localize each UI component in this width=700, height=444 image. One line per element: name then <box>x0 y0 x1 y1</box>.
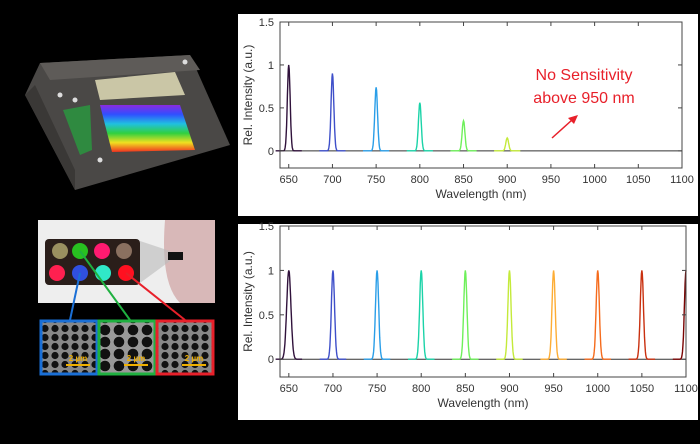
x-tick-label: 850 <box>454 174 472 186</box>
x-tick-label: 700 <box>324 383 342 395</box>
series-line-1100 <box>672 270 687 360</box>
sem-images: 2 µm 2 µm 2 µm <box>39 319 215 376</box>
annotation-line1: No Sensitivity <box>536 67 633 84</box>
x-tick-label: 750 <box>368 383 386 395</box>
arrow-head-icon <box>568 115 578 124</box>
x-tick-label: 650 <box>280 383 298 395</box>
x-tick-label: 800 <box>411 174 429 186</box>
x-tick-label: 950 <box>544 383 562 395</box>
annotation-line2: above 950 nm <box>533 90 634 107</box>
x-tick-label: 650 <box>280 174 298 186</box>
x-tick-label: 800 <box>412 383 430 395</box>
y-tick-label: 1.5 <box>259 221 274 233</box>
plot-frame <box>279 21 683 169</box>
series-line-850 <box>450 118 477 152</box>
series-line-800 <box>408 270 435 360</box>
x-tick-label: 1050 <box>630 383 654 395</box>
y-tick-label: 0 <box>268 354 274 366</box>
scale-bar-label: 2 µm <box>69 354 87 363</box>
x-tick-label: 750 <box>367 174 385 186</box>
series-line-700 <box>319 73 346 152</box>
chart-bottom: 650 700 750 800 850 900 950 1000 1050 1100 0 0.5 1 1.… <box>238 221 698 420</box>
spectrometer-device-image <box>25 55 230 190</box>
series-line-750 <box>363 87 390 152</box>
x-tick-label: 850 <box>456 383 474 395</box>
series-line-800 <box>406 102 433 152</box>
x-tick-label: 1000 <box>582 174 606 186</box>
filter-chip-photo <box>38 220 215 321</box>
x-tick-label: 900 <box>498 174 516 186</box>
sem-image <box>97 319 157 376</box>
x-tick-label: 700 <box>323 174 341 186</box>
series-line-950 <box>540 270 567 360</box>
y-tick-label: 0.5 <box>259 103 274 115</box>
x-axis-label: Wavelength (nm) <box>438 396 529 410</box>
y-tick-label: 1.5 <box>259 17 274 29</box>
y-tick-label: 0.5 <box>259 310 274 322</box>
x-tick-label: 950 <box>542 174 560 186</box>
sem-image <box>155 319 215 376</box>
series-line-1000 <box>584 270 611 360</box>
x-tick-label: 900 <box>500 383 518 395</box>
x-tick-label: 1050 <box>626 174 650 186</box>
series-line-900 <box>496 270 523 360</box>
x-tick-label: 1100 <box>674 383 698 395</box>
series-line-900 <box>494 136 521 152</box>
chart-top: 650 700 750 800 850 900 950 1000 1050 1100 0 0.5 1 1.… <box>238 14 698 216</box>
series-line-850 <box>452 270 479 360</box>
scale-bar-label: 2 µm <box>127 354 145 363</box>
series-line-750 <box>363 270 391 360</box>
x-axis-label: Wavelength (nm) <box>436 187 527 201</box>
y-tick-label: 1 <box>268 60 274 72</box>
sem-image <box>39 319 99 376</box>
plot-frame <box>279 225 687 378</box>
y-tick-label: 1 <box>268 265 274 277</box>
y-tick-label: 0 <box>268 146 274 158</box>
series-line-1050 <box>628 270 656 360</box>
annotation-arrow <box>551 119 573 139</box>
series-line-700 <box>319 270 347 360</box>
y-axis-label: Rel. Intensity (a.u.) <box>241 45 255 146</box>
scale-bar-label: 2 µm <box>185 354 203 363</box>
y-axis-label: Rel. Intensity (a.u.) <box>241 251 255 352</box>
x-tick-label: 1100 <box>670 174 694 186</box>
chart-background <box>238 14 698 216</box>
x-tick-label: 1000 <box>585 383 609 395</box>
